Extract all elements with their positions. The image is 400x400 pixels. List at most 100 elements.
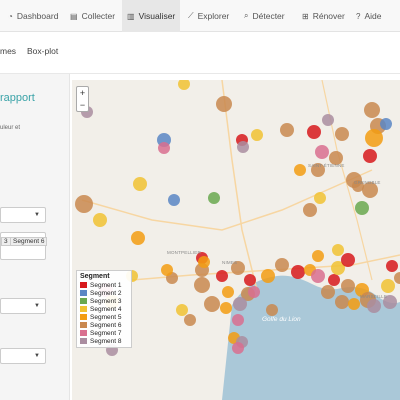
renovate-icon: ⊞: [302, 11, 309, 21]
segment-point[interactable]: [322, 114, 334, 126]
segment-point[interactable]: [321, 285, 335, 299]
segment-point[interactable]: [381, 279, 395, 293]
segment-point[interactable]: [261, 269, 275, 283]
legend-label: Segment 8: [90, 337, 122, 345]
segment-point[interactable]: [331, 261, 345, 275]
variable-select[interactable]: ▼: [0, 207, 46, 223]
subtab-boxplot[interactable]: Box-plot: [27, 46, 59, 56]
segment-point[interactable]: [184, 314, 196, 326]
segment-point[interactable]: [314, 192, 326, 204]
segment-point[interactable]: [312, 250, 324, 262]
nav-aide-label: Aide: [364, 11, 382, 21]
segment-point[interactable]: [386, 260, 398, 272]
segment-point[interactable]: [307, 125, 321, 139]
segment-point[interactable]: [332, 244, 344, 256]
segment-point[interactable]: [355, 201, 369, 215]
segment-tag[interactable]: Segment 6: [10, 237, 48, 246]
legend-item: Segment 5: [80, 313, 128, 321]
segment-point[interactable]: [362, 182, 378, 198]
segment-point[interactable]: [248, 286, 260, 298]
segment-point[interactable]: [131, 231, 145, 245]
legend-label: Segment 2: [90, 289, 122, 297]
subtab-partial[interactable]: mes: [0, 46, 17, 56]
segment-point[interactable]: [194, 277, 210, 293]
segment-point[interactable]: [341, 253, 355, 267]
legend-label: Segment 1: [90, 281, 122, 289]
legend-item: Segment 7: [80, 329, 128, 337]
segment-point[interactable]: [232, 314, 244, 326]
legend-item: Segment 1: [80, 281, 128, 289]
segment-point[interactable]: [231, 261, 245, 275]
top-navigation: ◔ Dashboard ▤ Collecter ▥ Visualiser ⟋ E…: [0, 0, 400, 32]
segment-point[interactable]: [266, 304, 278, 316]
segment-point[interactable]: [216, 270, 228, 282]
segment-point[interactable]: [168, 194, 180, 206]
segment-point[interactable]: [311, 163, 325, 177]
segment-point[interactable]: [232, 342, 244, 354]
segment-point[interactable]: [133, 177, 147, 191]
segment-point[interactable]: [363, 149, 377, 163]
city-label: NIMES: [222, 260, 238, 265]
nav-visualiser[interactable]: ▥ Visualiser: [122, 0, 180, 32]
color-select[interactable]: ▼: [0, 298, 46, 314]
nav-renover[interactable]: ⊞ Rénover: [298, 0, 349, 32]
options-sidebar: rapport uleur et ▼ 3 Segment 6 ▼ ▼: [0, 74, 70, 400]
segment-point[interactable]: [291, 265, 305, 279]
segment-point[interactable]: [178, 80, 190, 90]
segment-multiselect[interactable]: 3 Segment 6: [0, 232, 48, 260]
nav-dashboard[interactable]: ◔ Dashboard: [4, 0, 62, 32]
segment-point[interactable]: [244, 274, 256, 286]
segment-point[interactable]: [383, 295, 397, 309]
nav-explorer-label: Explorer: [197, 11, 230, 21]
segment-point[interactable]: [176, 304, 188, 316]
segment-point[interactable]: [237, 141, 249, 153]
segment-point[interactable]: [158, 142, 170, 154]
segment-point[interactable]: [329, 151, 343, 165]
size-select[interactable]: ▼: [0, 348, 46, 364]
nav-explorer[interactable]: ⟋ Explorer: [184, 0, 233, 32]
segment-point[interactable]: [303, 203, 317, 217]
segment-point[interactable]: [220, 302, 232, 314]
legend-label: Segment 7: [90, 329, 122, 337]
segment-point[interactable]: [364, 102, 380, 118]
segment-point[interactable]: [161, 264, 173, 276]
segment-point[interactable]: [233, 297, 247, 311]
map-canvas: [75, 80, 400, 400]
segment-point[interactable]: [335, 295, 349, 309]
segment-point[interactable]: [311, 269, 325, 283]
zoom-in-button[interactable]: +: [79, 88, 86, 98]
segment-point[interactable]: [365, 129, 383, 147]
segment-point[interactable]: [275, 258, 289, 272]
zoom-out-button[interactable]: −: [79, 100, 86, 110]
segment-point[interactable]: [394, 272, 400, 284]
legend-item: Segment 3: [80, 297, 128, 305]
segment-point[interactable]: [335, 127, 349, 141]
segment-point[interactable]: [204, 296, 220, 312]
segment-point[interactable]: [280, 123, 294, 137]
segment-point[interactable]: [216, 96, 232, 112]
legend-item: Segment 2: [80, 289, 128, 297]
segment-point[interactable]: [352, 180, 364, 192]
segment-point[interactable]: [222, 286, 234, 298]
segment-point[interactable]: [93, 213, 107, 227]
segment-point[interactable]: [328, 274, 340, 286]
segment-point[interactable]: [348, 298, 360, 310]
nav-collecter[interactable]: ▤ Collecter: [66, 0, 119, 32]
segment-point[interactable]: [341, 279, 355, 293]
zoom-control: + −: [76, 86, 89, 112]
segment-point[interactable]: [198, 256, 210, 268]
nav-detecter[interactable]: ⌕ Détecter: [240, 0, 289, 32]
city-label: GRENOBLE: [354, 180, 381, 185]
chart-icon: ▥: [127, 11, 135, 21]
segment-point[interactable]: [315, 145, 329, 159]
road-line: [221, 80, 258, 291]
nav-aide[interactable]: ? Aide: [352, 0, 385, 32]
segment-point[interactable]: [294, 164, 306, 176]
segment-legend: Segment Segment 1 Segment 2 Segment 3 Se…: [76, 270, 132, 348]
segment-point[interactable]: [251, 129, 263, 141]
segment-point[interactable]: [208, 192, 220, 204]
segment-point[interactable]: [367, 299, 381, 313]
segment-point[interactable]: [380, 118, 392, 130]
segment-point[interactable]: [75, 195, 93, 213]
map-view[interactable]: + − MONTPELLIER MARSEILLE GRENOBLE SAINT…: [72, 80, 400, 400]
